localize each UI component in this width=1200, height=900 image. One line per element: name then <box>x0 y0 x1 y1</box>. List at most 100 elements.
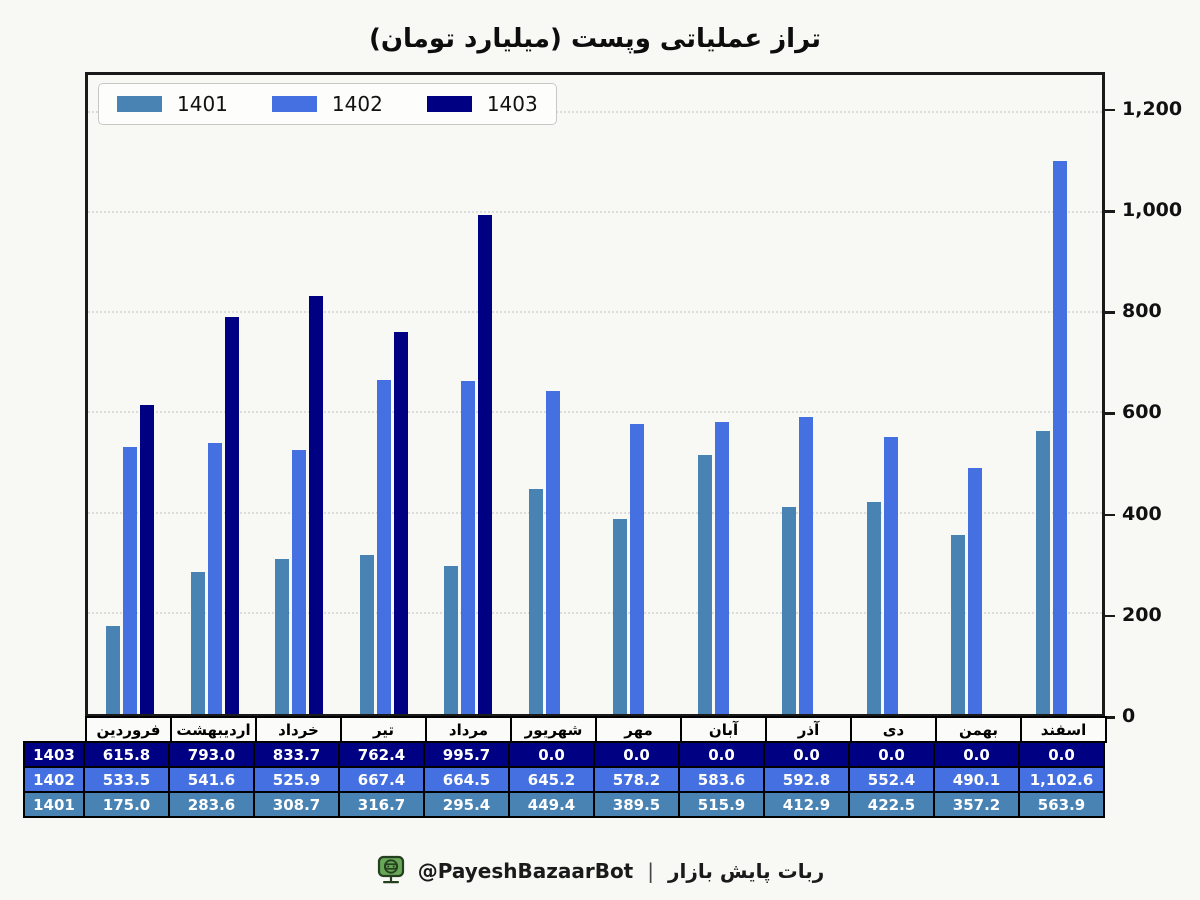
y-tick-1000 <box>1105 210 1115 213</box>
bar-1402-month-9 <box>799 416 814 714</box>
legend-label-1401: 1401 <box>177 92 228 116</box>
bar-1401-month-9 <box>782 507 797 714</box>
bar-1401-month-12 <box>1035 431 1050 714</box>
table-month-header-11: بهمن <box>935 716 1022 743</box>
bar-1402-month-11 <box>968 468 983 714</box>
footer: @PayeshBazaarBot | ربات پایش بازار <box>0 855 1200 886</box>
bar-1402-month-8 <box>714 421 729 714</box>
bar-1402-month-10 <box>883 437 898 714</box>
gridline-600 <box>88 411 1102 414</box>
table-value-1403-month-5: 995.7 <box>423 741 510 768</box>
bar-1401-month-11 <box>951 534 966 714</box>
table-month-header-2: اردیبهشت <box>170 716 257 743</box>
table-header-row: فروردین اردیبهشت خرداد تیر مرداد شهریور مهر آبا… <box>85 716 1107 743</box>
table-value-1402-month-1: 533.5 <box>83 766 170 793</box>
table-value-1401-month-12: 563.9 <box>1018 791 1105 818</box>
chart-title: تراز عملیاتی وپست (میلیارد تومان) <box>368 24 822 54</box>
table-value-1403-month-9: 0.0 <box>763 741 850 768</box>
table-row-1401: 1401 175.0 283.6 308.7 316.7 295.4 449.4 389.5 5… <box>23 791 1107 818</box>
y-tick-600 <box>1105 412 1115 415</box>
legend-entry-1403: 1403 <box>426 92 538 116</box>
table-month-header-10: دی <box>850 716 937 743</box>
table-month-header-7: مهر <box>595 716 682 743</box>
bar-1402-month-4 <box>376 379 391 714</box>
bar-group-3 <box>257 75 342 714</box>
y-tick-label-1200: 1,200 <box>1122 97 1183 120</box>
table-value-1402-month-10: 552.4 <box>848 766 935 793</box>
table-month-header-6: شهریور <box>510 716 597 743</box>
legend-entry-1402: 1402 <box>271 92 383 116</box>
bar-1402-month-3 <box>292 450 307 714</box>
y-tick-label-0: 0 <box>1122 705 1136 727</box>
y-tick-0 <box>1105 716 1115 719</box>
table-value-1402-month-12: 1,102.6 <box>1018 766 1105 793</box>
table-value-1401-month-6: 449.4 <box>508 791 595 818</box>
bar-group-10 <box>849 75 934 714</box>
bar-group-12 <box>1018 75 1103 714</box>
bar-1402-month-7 <box>630 424 645 714</box>
table-value-1401-month-5: 295.4 <box>423 791 510 818</box>
table-value-1402-month-2: 541.6 <box>168 766 255 793</box>
table-value-1402-month-9: 592.8 <box>763 766 850 793</box>
legend-entry-1401: 1401 <box>117 92 228 116</box>
table-month-header-5: مرداد <box>425 716 512 743</box>
bar-1401-month-10 <box>866 502 881 714</box>
table-value-1403-month-1: 615.8 <box>83 741 170 768</box>
table-value-1403-month-2: 793.0 <box>168 741 255 768</box>
gridline-1000 <box>88 210 1102 213</box>
table-value-1403-month-6: 0.0 <box>508 741 595 768</box>
table-year-label-1403: 1403 <box>23 741 85 768</box>
bar-1403-month-3 <box>309 296 324 714</box>
bar-group-1 <box>88 75 173 714</box>
table-value-1403-month-7: 0.0 <box>593 741 680 768</box>
bar-1402-month-2 <box>207 442 222 714</box>
table-value-1402-month-4: 667.4 <box>338 766 425 793</box>
bar-1403-month-1 <box>140 405 155 714</box>
gridline-400 <box>88 511 1102 514</box>
table-month-header-3: خرداد <box>255 716 342 743</box>
table-value-1401-month-2: 283.6 <box>168 791 255 818</box>
table-value-1403-month-4: 762.4 <box>338 741 425 768</box>
bar-group-2 <box>173 75 258 714</box>
table-value-1401-month-7: 389.5 <box>593 791 680 818</box>
bar-group-5 <box>426 75 511 714</box>
table-value-1401-month-1: 175.0 <box>83 791 170 818</box>
table-value-1403-month-10: 0.0 <box>848 741 935 768</box>
y-tick-label-200: 200 <box>1122 603 1162 626</box>
bar-1402-month-1 <box>123 446 138 714</box>
legend-label-1403: 1403 <box>486 92 538 116</box>
y-axis: 0 200 400 600 800 1,000 1,200 <box>1105 72 1200 727</box>
gridline-800 <box>88 311 1102 314</box>
bar-group-4 <box>342 75 427 714</box>
table-value-1403-month-3: 833.7 <box>253 741 340 768</box>
bar-group-6 <box>511 75 596 714</box>
table-value-1402-month-6: 645.2 <box>508 766 595 793</box>
table-value-1402-month-5: 664.5 <box>423 766 510 793</box>
table-value-1401-month-9: 412.9 <box>763 791 850 818</box>
y-tick-label-1000: 1,000 <box>1122 199 1183 222</box>
legend: 1401 1402 1403 <box>98 83 557 125</box>
table-month-header-8: آبان <box>680 716 767 743</box>
y-tick-label-800: 800 <box>1122 300 1162 323</box>
table-value-1402-month-11: 490.1 <box>933 766 1020 793</box>
bar-1403-month-4 <box>393 331 408 714</box>
bar-1401-month-1 <box>106 626 121 714</box>
plot-area: 1401 1402 1403 <box>85 72 1105 717</box>
table-value-1401-month-8: 515.9 <box>678 791 765 818</box>
bar-1402-month-12 <box>1052 161 1067 714</box>
bar-group-8 <box>680 75 765 714</box>
table-value-1401-month-3: 308.7 <box>253 791 340 818</box>
table-row-1402: 1402 533.5 541.6 525.9 667.4 664.5 645.2 578.2 5… <box>23 766 1107 793</box>
bar-1401-month-4 <box>359 555 374 714</box>
bar-1402-month-6 <box>545 390 560 714</box>
bar-group-11 <box>933 75 1018 714</box>
gridline-200 <box>88 611 1102 614</box>
bar-1402-month-5 <box>461 380 476 714</box>
table-value-1403-month-12: 0.0 <box>1018 741 1105 768</box>
bar-group-7 <box>595 75 680 714</box>
y-tick-1200 <box>1105 108 1115 112</box>
legend-label-1402: 1402 <box>331 92 383 116</box>
bar-1403-month-5 <box>478 214 493 714</box>
bar-1401-month-6 <box>528 488 543 714</box>
